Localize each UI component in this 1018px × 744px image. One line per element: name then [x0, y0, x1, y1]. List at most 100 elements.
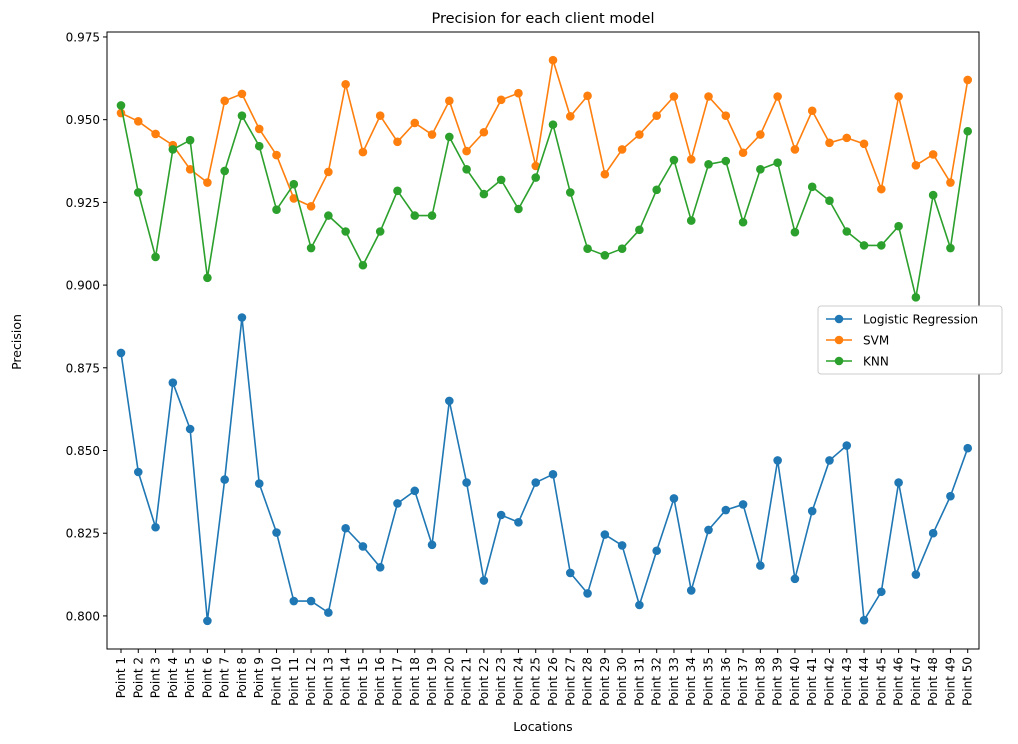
x-tick-label: Point 18 — [408, 657, 422, 706]
data-point — [894, 221, 903, 231]
data-point — [669, 92, 679, 101]
data-point — [894, 92, 903, 101]
data-point — [531, 173, 541, 182]
data-point — [565, 112, 575, 121]
data-point — [462, 164, 471, 174]
x-tick-label: Point 30 — [615, 657, 629, 706]
data-point — [738, 217, 748, 227]
x-tick-label: Point 17 — [390, 657, 404, 706]
data-point — [410, 118, 420, 128]
x-tick-label: Point 44 — [857, 657, 871, 706]
data-point — [738, 500, 748, 509]
x-tick-label: Point 31 — [632, 657, 646, 706]
data-point — [254, 479, 264, 488]
data-point — [877, 184, 886, 194]
data-point — [254, 141, 264, 151]
data-point — [600, 169, 610, 179]
y-tick-label: 0.900 — [66, 279, 100, 293]
data-point — [116, 348, 126, 358]
legend-label: SVM — [863, 334, 889, 348]
data-point — [185, 164, 195, 174]
x-tick-label: Point 14 — [339, 657, 353, 706]
y-tick-label: 0.800 — [66, 609, 100, 623]
data-point — [168, 145, 178, 154]
data-point — [807, 106, 817, 116]
legend-marker — [834, 356, 844, 366]
chart-title: Precision for each client model — [431, 11, 654, 27]
data-point — [721, 505, 731, 515]
data-point — [151, 129, 160, 139]
data-point — [565, 568, 575, 578]
data-point — [686, 586, 696, 595]
x-tick-label: Point 41 — [805, 657, 819, 706]
data-point — [289, 596, 299, 606]
data-point — [272, 205, 281, 214]
data-point — [496, 510, 506, 520]
x-tick-label: Point 11 — [287, 657, 301, 706]
data-point — [548, 120, 558, 129]
data-point — [151, 252, 160, 262]
x-tick-label: Point 50 — [961, 657, 975, 706]
data-point — [842, 133, 852, 143]
data-point — [583, 91, 592, 101]
data-point — [963, 126, 973, 136]
data-point — [514, 204, 523, 214]
data-point — [237, 111, 247, 120]
data-point — [807, 182, 817, 192]
data-point — [756, 130, 765, 139]
data-point — [151, 522, 160, 532]
data-point — [116, 101, 126, 110]
data-point — [548, 470, 558, 479]
data-point — [341, 523, 350, 533]
data-point — [185, 424, 195, 434]
data-point — [859, 615, 869, 625]
x-tick-label: Point 36 — [719, 657, 733, 706]
data-point — [410, 211, 420, 220]
legend-marker — [834, 335, 844, 345]
x-tick-label: Point 40 — [788, 657, 802, 706]
data-point — [393, 186, 402, 196]
data-point — [393, 137, 402, 147]
series-line — [120, 59, 969, 208]
x-tick-label: Point 38 — [753, 657, 767, 706]
data-point — [738, 148, 748, 158]
x-tick-label: Point 34 — [684, 657, 698, 706]
data-point — [669, 155, 679, 165]
data-point — [496, 175, 506, 185]
data-point — [928, 190, 938, 200]
data-point — [116, 108, 126, 118]
legend-label: Logistic Regression — [863, 313, 978, 327]
x-tick-label: Point 26 — [546, 657, 560, 706]
x-tick-label: Point 46 — [892, 657, 906, 706]
data-point — [548, 55, 558, 65]
x-tick-label: Point 32 — [650, 657, 664, 706]
x-tick-label: Point 6 — [200, 657, 214, 698]
data-point — [514, 517, 523, 527]
data-point — [842, 227, 852, 236]
data-point — [946, 178, 955, 187]
x-tick-label: Point 13 — [321, 657, 335, 706]
data-point — [341, 79, 350, 89]
data-point — [704, 525, 713, 535]
y-axis-label: Precision — [9, 314, 24, 370]
y-tick-label: 0.975 — [66, 30, 100, 44]
y-tick-label: 0.950 — [66, 113, 100, 127]
data-point — [963, 443, 973, 453]
x-tick-label: Point 45 — [874, 657, 888, 706]
x-tick-label: Point 7 — [218, 657, 232, 698]
y-tick-label: 0.850 — [66, 444, 100, 458]
data-point — [514, 88, 523, 98]
data-point — [877, 587, 886, 597]
data-point — [686, 216, 696, 225]
data-point — [479, 576, 489, 585]
data-point — [617, 244, 627, 253]
data-point — [220, 166, 229, 176]
data-point — [790, 574, 800, 584]
x-tick-label: Point 19 — [425, 657, 439, 706]
data-point — [946, 491, 955, 501]
data-point — [773, 92, 782, 101]
data-point — [479, 189, 489, 199]
data-point — [859, 241, 869, 250]
x-axis-label: Locations — [513, 719, 572, 734]
data-point — [617, 541, 627, 550]
